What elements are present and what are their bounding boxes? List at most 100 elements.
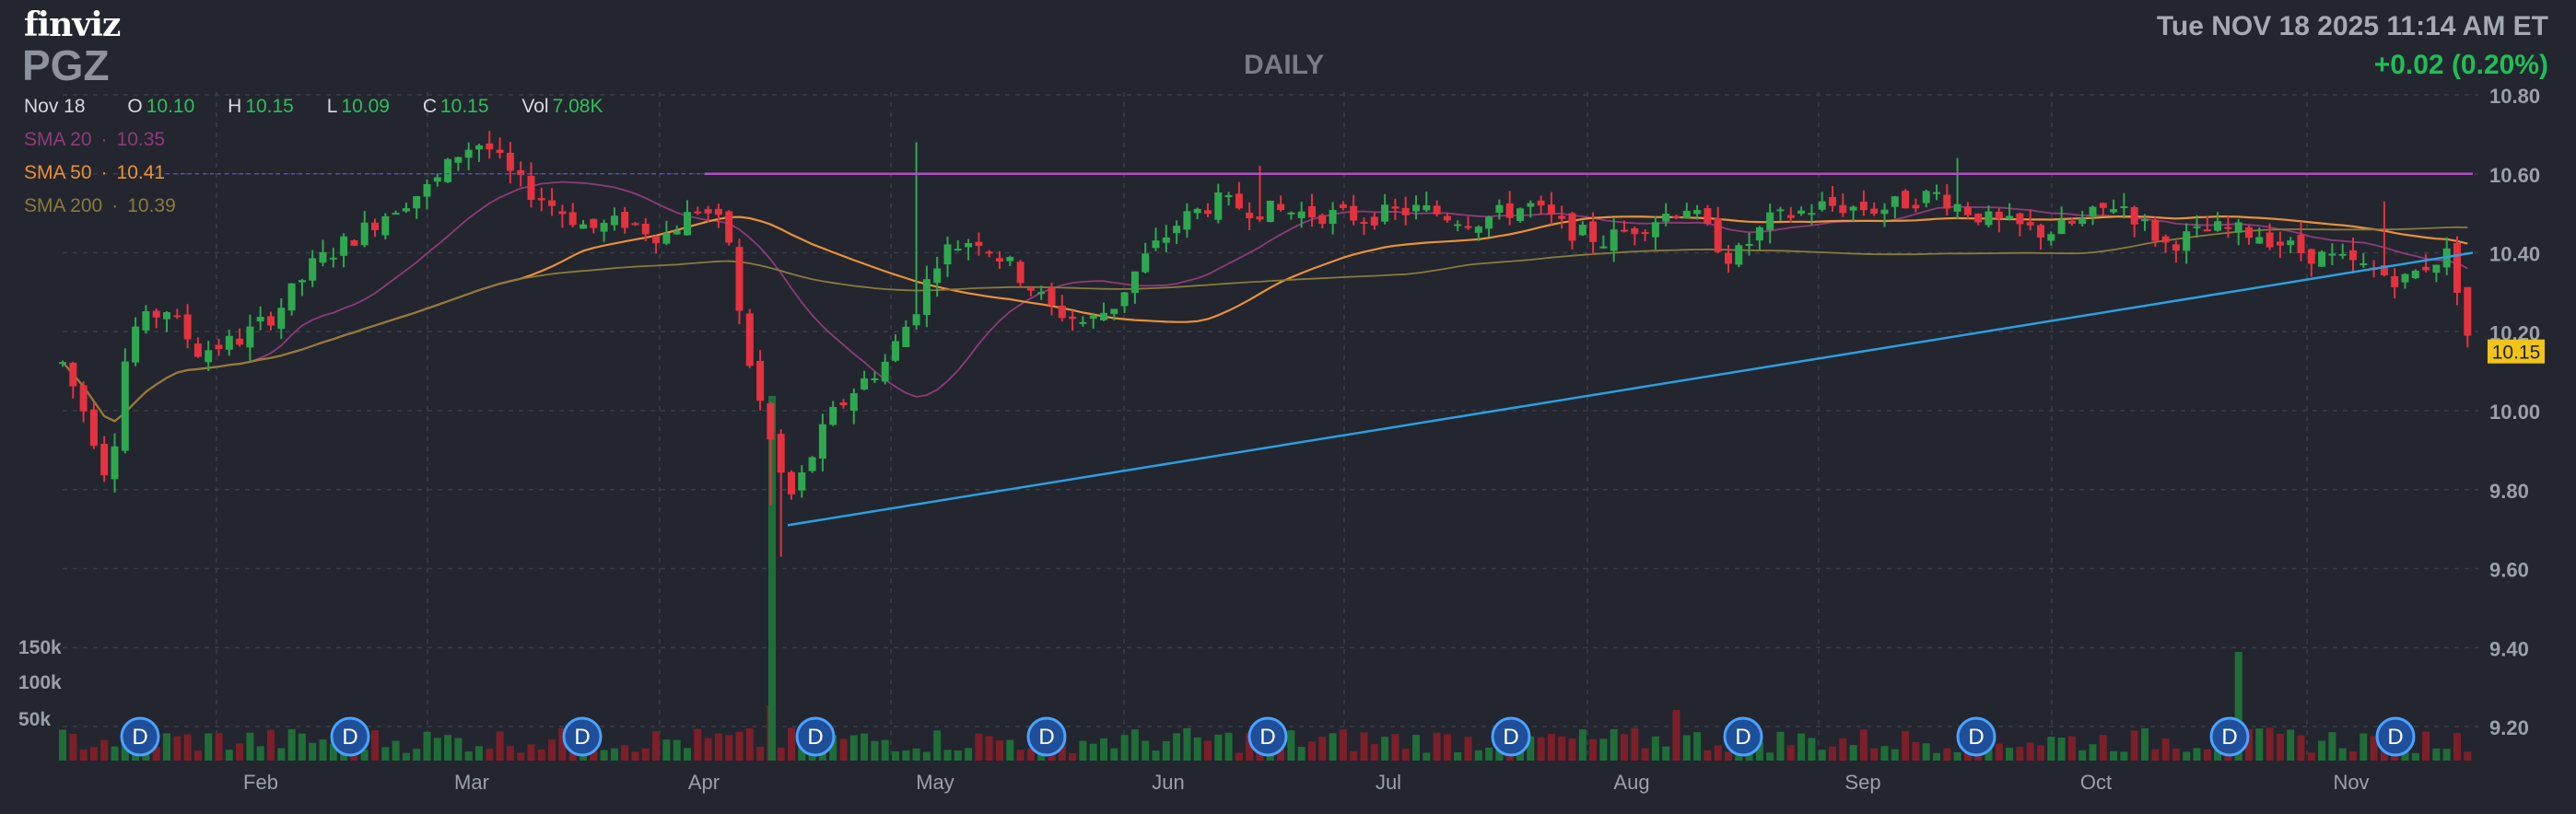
- sma50-legend[interactable]: SMA 50 · 10.41: [24, 162, 166, 183]
- dividend-marker[interactable]: D: [1026, 716, 1067, 757]
- candle-body: [871, 378, 879, 381]
- candle-body: [2245, 227, 2253, 238]
- volume-bar: [1933, 752, 1940, 761]
- volume-bar: [1568, 738, 1576, 761]
- dividend-marker[interactable]: D: [2375, 716, 2416, 757]
- candle-body: [777, 434, 785, 473]
- volume-bar: [2287, 729, 2295, 761]
- candle-body: [350, 239, 358, 246]
- volume-bar: [392, 740, 400, 761]
- x-tick-label: Nov: [2333, 771, 2369, 794]
- sma20-legend[interactable]: SMA 20 · 10.35: [24, 129, 166, 150]
- dividend-marker[interactable]: D: [1956, 716, 1996, 757]
- dividend-marker-circle: [2375, 716, 2416, 757]
- candle-body: [1631, 228, 1639, 235]
- dividend-marker[interactable]: D: [2209, 716, 2250, 757]
- volume-bar: [1902, 730, 1910, 761]
- candle-body: [527, 175, 535, 201]
- dividend-marker[interactable]: D: [1247, 716, 1288, 757]
- candle-body: [402, 208, 410, 212]
- candle-body: [1079, 321, 1087, 324]
- open-value: 10.10: [146, 96, 195, 117]
- volume-bar: [1589, 738, 1598, 761]
- candle-body: [1037, 292, 1046, 295]
- candle-body: [1558, 215, 1566, 219]
- volume-bar: [1350, 750, 1358, 761]
- candle-body: [610, 215, 618, 226]
- sma20-value: 10.35: [116, 129, 166, 150]
- volume-bar: [2110, 750, 2118, 761]
- volume-bar: [287, 728, 296, 761]
- dividend-marker[interactable]: D: [562, 716, 603, 757]
- volume-bar: [2370, 736, 2378, 761]
- candle-body: [2151, 219, 2160, 241]
- volume-bar: [892, 750, 899, 761]
- candle-body: [641, 224, 650, 235]
- candle-body: [1433, 205, 1441, 215]
- candle-body: [1745, 243, 1753, 246]
- candle-body: [912, 314, 920, 326]
- volume-bar: [2276, 734, 2284, 761]
- candle-body: [2328, 253, 2336, 256]
- candle-body: [1786, 215, 1795, 218]
- volume-bar: [725, 735, 733, 761]
- volume-bar: [1130, 729, 1139, 761]
- candle-body: [1839, 204, 1847, 214]
- candle-body: [1423, 204, 1431, 211]
- candle-body: [1350, 205, 1358, 221]
- volume-bar: [1621, 734, 1628, 761]
- volume-bar: [975, 733, 983, 761]
- dividend-marker-label: D: [574, 725, 590, 750]
- volume-bar: [1069, 752, 1077, 761]
- dividend-marker[interactable]: D: [1491, 716, 1531, 757]
- volume-bar: [1235, 752, 1243, 761]
- candle-body: [1297, 211, 1306, 218]
- candle-body: [1391, 206, 1399, 209]
- volume-bar: [1100, 738, 1107, 761]
- candle-body: [2380, 265, 2388, 275]
- candle-body: [808, 457, 816, 471]
- candle-body: [745, 313, 754, 366]
- candle-body: [1880, 209, 1889, 215]
- x-tick-label: Mar: [454, 771, 489, 794]
- sma200-legend[interactable]: SMA 200 · 10.39: [24, 195, 176, 216]
- candle-body: [1016, 262, 1025, 284]
- candle-body: [2307, 249, 2315, 264]
- volume-bar: [1672, 710, 1680, 761]
- candle-body: [673, 230, 681, 235]
- candle-body: [1578, 225, 1587, 236]
- dividend-marker[interactable]: D: [120, 716, 160, 757]
- candle-body: [1183, 211, 1191, 230]
- sma200-label: SMA 200: [24, 195, 103, 216]
- candle-body: [193, 343, 202, 357]
- candle-body: [1776, 209, 1785, 212]
- datetime-label: Tue NOV 18 2025 11:14 AM ET: [2156, 11, 2548, 41]
- candle-body: [568, 212, 577, 226]
- dividend-marker-circle: [330, 716, 370, 757]
- finviz-logo[interactable]: finviz: [24, 6, 121, 44]
- dividend-marker[interactable]: D: [330, 716, 370, 757]
- candle-body: [818, 424, 826, 459]
- candle-body: [1641, 232, 1649, 235]
- volume-bar: [236, 743, 244, 761]
- sma50-line: [62, 215, 2468, 423]
- volume-bar: [2307, 752, 2315, 761]
- candle-body: [892, 341, 899, 361]
- volume-bar: [735, 731, 744, 761]
- volume-bar: [69, 733, 77, 761]
- dividend-marker[interactable]: D: [795, 716, 836, 757]
- candle-body: [829, 406, 837, 425]
- volume-bar: [1412, 734, 1420, 761]
- candle-body: [496, 149, 504, 153]
- volume-bar: [684, 748, 691, 761]
- volume-bar: [1246, 733, 1254, 761]
- candle-body: [173, 315, 181, 318]
- dividend-marker[interactable]: D: [1723, 716, 1763, 757]
- volume-bar: [225, 750, 233, 761]
- candle-body: [2120, 206, 2128, 209]
- candle-body: [537, 198, 545, 201]
- candle-body: [548, 200, 556, 206]
- candle-body: [1058, 305, 1066, 319]
